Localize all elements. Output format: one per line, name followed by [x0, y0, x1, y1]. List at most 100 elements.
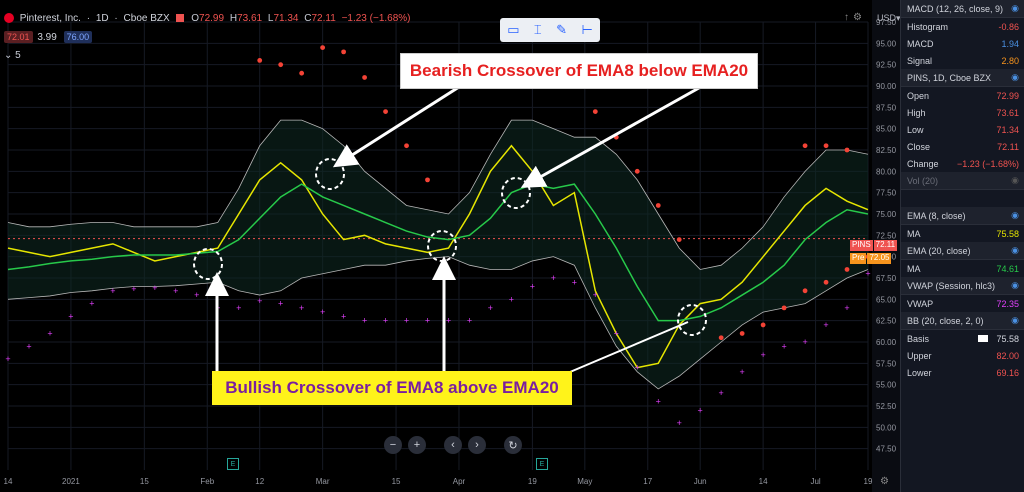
eye-icon[interactable]: ◉ [1011, 280, 1019, 290]
x-tick-label: 15 [140, 477, 149, 486]
symbol-name: Pinterest, Inc. [19, 13, 81, 24]
x-tick-label: Jul [810, 477, 820, 486]
lower-band-mark: + [446, 316, 451, 326]
reset-chart-button[interactable]: ↻ [504, 436, 522, 454]
ema20-header[interactable]: EMA (20, close) ◉ [901, 242, 1024, 260]
lower-band-mark: + [865, 269, 870, 279]
price-chart[interactable]: + + + + + + + + + + + + + + + + + + + + + + + + + + + + + + + + + + + + + + + +… [0, 0, 900, 492]
bb-title: BB (20, close, 2, 0) [907, 315, 984, 326]
y-tick-label: 80.00 [876, 167, 897, 176]
lower-band-mark: + [320, 307, 325, 317]
ema8-title: EMA (8, close) [907, 210, 966, 221]
scroll-left-button[interactable]: ‹ [444, 436, 462, 454]
psar-dot [676, 237, 682, 243]
y-tick-label: 82.50 [876, 146, 897, 155]
psar-dot [320, 45, 326, 50]
eye-icon[interactable]: ◉ [1011, 3, 1019, 13]
lower-band-mark: + [677, 418, 682, 428]
y-tick-label: 50.00 [876, 423, 897, 432]
lower-band-mark: + [635, 363, 640, 373]
vol-spacer [901, 190, 1024, 207]
lower-band-mark: + [593, 290, 598, 300]
annotation-arrow [332, 78, 471, 168]
y-tick-label: 57.50 [876, 359, 897, 368]
x-tick-label: Jun [694, 477, 707, 486]
scroll-right-button[interactable]: › [468, 436, 486, 454]
row-label: Lower [907, 367, 932, 378]
chart-area[interactable]: + + + + + + + + + + + + + + + + + + + + + + + + + + + + + + + + + + + + + + + +… [0, 0, 901, 492]
row-label: Basis [907, 333, 930, 344]
row-value: 71.34 [996, 124, 1019, 135]
lower-band-mark: + [89, 299, 94, 309]
measure-tool-icon[interactable]: ⊢ [581, 22, 593, 37]
psar-dot [425, 177, 430, 183]
lower-band-mark: + [844, 303, 849, 313]
x-tick-label: 17 [643, 477, 652, 486]
vol-header[interactable]: Vol (20) ◉ [901, 172, 1024, 190]
y-tick-label: 67.50 [876, 274, 897, 283]
psar-dot [823, 279, 829, 285]
eye-hidden-icon[interactable]: ◉ [1011, 175, 1019, 185]
row-value: 72.99 [996, 90, 1019, 101]
row-label: High [907, 107, 926, 118]
x-tick-label: Mar [316, 477, 330, 486]
y-tick-label: 52.50 [876, 402, 897, 411]
eye-icon[interactable]: ◉ [1011, 72, 1019, 82]
ask-badge[interactable]: 76.00 [63, 31, 93, 43]
vwap-header[interactable]: VWAP (Session, hlc3) ◉ [901, 277, 1024, 295]
zoom-out-button[interactable]: − [384, 436, 402, 454]
y-tick-label: 55.00 [876, 381, 897, 390]
earnings-icon[interactable]: E [536, 458, 548, 470]
lower-band-mark: + [5, 354, 10, 364]
bb-header[interactable]: BB (20, close, 2, 0) ◉ [901, 312, 1024, 330]
bb-basis-row: Basis 75.58 [901, 330, 1024, 347]
h-label: H [229, 13, 238, 24]
lower-band-mark: + [68, 311, 73, 321]
series-line-ema8 [7, 144, 869, 369]
pins-header[interactable]: PINS, 1D, Cboe BZX ◉ [901, 69, 1024, 87]
row-value: 69.16 [996, 367, 1019, 378]
annotation-arrow [569, 321, 689, 373]
eye-icon[interactable]: ◉ [1011, 315, 1019, 325]
zoom-in-button[interactable]: + [408, 436, 426, 454]
ema8-header[interactable]: EMA (8, close) ◉ [901, 207, 1024, 225]
eye-icon[interactable]: ◉ [1011, 245, 1019, 255]
exchange-label: Cboe BZX [123, 13, 170, 24]
lower-band-mark: + [236, 303, 241, 313]
x-tick-label: 14 [4, 477, 13, 486]
pins-close-row: Close 72.11 [901, 138, 1024, 155]
annotation-bearish: Bearish Crossover of EMA8 below EMA20 [400, 53, 758, 89]
row-value: 75.58 [996, 333, 1019, 344]
row-value: 74.61 [996, 263, 1019, 274]
chevron-down-icon[interactable]: ⌄ [4, 50, 13, 61]
row-value: 72.11 [997, 141, 1019, 152]
brush-tool-icon[interactable]: ✎ [556, 22, 568, 37]
psar-dot [655, 203, 661, 208]
annotation-bullish: Bullish Crossover of EMA8 above EMA20 [212, 371, 572, 405]
row-value: 75.58 [996, 228, 1019, 239]
arrow-up-icon[interactable]: ↑ [844, 12, 849, 23]
data-window-panel: MACD (12, 26, close, 9) ◉ Histogram -0.86 … [900, 0, 1024, 492]
settings-icon[interactable]: ⚙ [853, 12, 862, 23]
macd-header[interactable]: MACD (12, 26, close, 9) ◉ [901, 0, 1024, 18]
bid-badge[interactable]: 72.01 [4, 31, 33, 43]
rectangle-tool-icon[interactable]: ▭ [507, 22, 520, 37]
gear-icon[interactable]: ⚙ [880, 476, 889, 487]
text-tool-icon[interactable]: ⌶ [533, 22, 542, 37]
row-label: MA [907, 228, 921, 239]
indicator-toggle[interactable]: ⌄ 5 [4, 50, 21, 61]
vol-title: Vol (20) [907, 175, 939, 186]
crossover-marker [677, 304, 707, 336]
eye-icon[interactable]: ◉ [1011, 210, 1019, 220]
psar-dot [404, 143, 409, 149]
indicator-count: 5 [15, 50, 21, 61]
row-label: Signal [907, 55, 933, 66]
x-tick-label: 19 [864, 477, 873, 486]
lower-band-mark: + [278, 299, 283, 309]
lower-band-mark: + [257, 296, 262, 306]
drawing-toolbar[interactable]: ▭ ⌶ ✎ ⊢ [500, 18, 600, 42]
currency-label[interactable]: USD▾ [877, 13, 901, 24]
earnings-icon[interactable]: E [227, 458, 239, 470]
psar-dot [823, 143, 829, 149]
y-tick-label: 95.00 [876, 39, 897, 48]
